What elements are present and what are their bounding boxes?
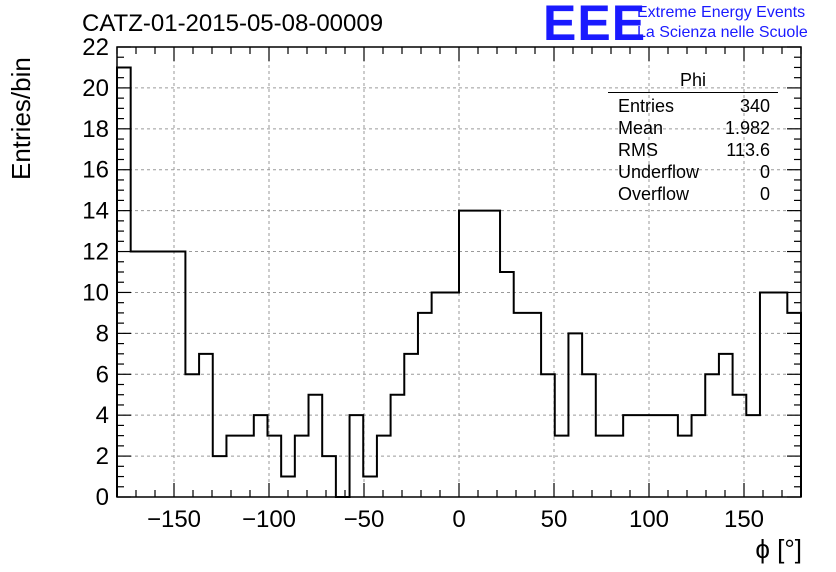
- chart-title: CATZ-01-2015-05-08-00009: [82, 10, 384, 37]
- stats-title: Phi: [608, 70, 778, 93]
- y-tick-label: 18: [82, 116, 109, 143]
- y-tick-label: 2: [96, 443, 109, 470]
- eee-logo: EEE: [543, 0, 647, 51]
- stats-row-mean: Mean 1.982: [608, 117, 778, 139]
- stats-row-underflow: Underflow 0: [608, 161, 778, 183]
- logo-line-2: La Scienza nelle Scuole: [637, 24, 808, 41]
- y-tick-label: 16: [82, 157, 109, 184]
- stats-row-rms: RMS 113.6: [608, 139, 778, 161]
- x-tick-label: 50: [541, 506, 568, 533]
- x-tick-label: −100: [242, 506, 296, 533]
- stats-value: 0: [759, 162, 770, 182]
- x-tick-label: 0: [452, 506, 465, 533]
- y-tick-label: 14: [82, 198, 109, 225]
- stats-label: Overflow: [618, 184, 690, 204]
- y-tick-label: 12: [82, 239, 109, 266]
- logo-line-1: Extreme Energy Events: [637, 4, 806, 21]
- stats-label: Underflow: [618, 162, 700, 182]
- stats-value: 113.6: [726, 140, 770, 160]
- stats-row-overflow: Overflow 0: [608, 183, 778, 205]
- stats-box: Phi Entries 340 Mean 1.982 RMS 113.6 Und…: [608, 70, 778, 205]
- stats-label: Mean: [618, 118, 664, 138]
- stats-label: Entries: [618, 96, 675, 116]
- stats-row-entries: Entries 340: [608, 95, 778, 117]
- x-axis-label: ϕ [°]: [755, 534, 802, 564]
- histogram-line: [116, 66, 802, 498]
- y-tick-label: 20: [82, 75, 109, 102]
- x-tick-label: −150: [147, 506, 201, 533]
- y-axis-label: Entries/bin: [6, 57, 36, 180]
- y-tick-label: 22: [82, 34, 109, 61]
- x-tick-label: −50: [344, 506, 385, 533]
- stats-value: 0: [759, 184, 770, 204]
- x-tick-label: 100: [629, 506, 669, 533]
- y-tick-label: 8: [96, 320, 109, 347]
- y-tick-label: 10: [82, 279, 109, 306]
- x-tick-label: 150: [724, 506, 764, 533]
- y-tick-label: 6: [96, 361, 109, 388]
- y-tick-label: 4: [96, 402, 109, 429]
- stats-value: 340: [739, 96, 770, 116]
- stats-label: RMS: [618, 140, 658, 160]
- y-tick-label: 0: [96, 484, 109, 511]
- stats-value: 1.982: [724, 118, 770, 138]
